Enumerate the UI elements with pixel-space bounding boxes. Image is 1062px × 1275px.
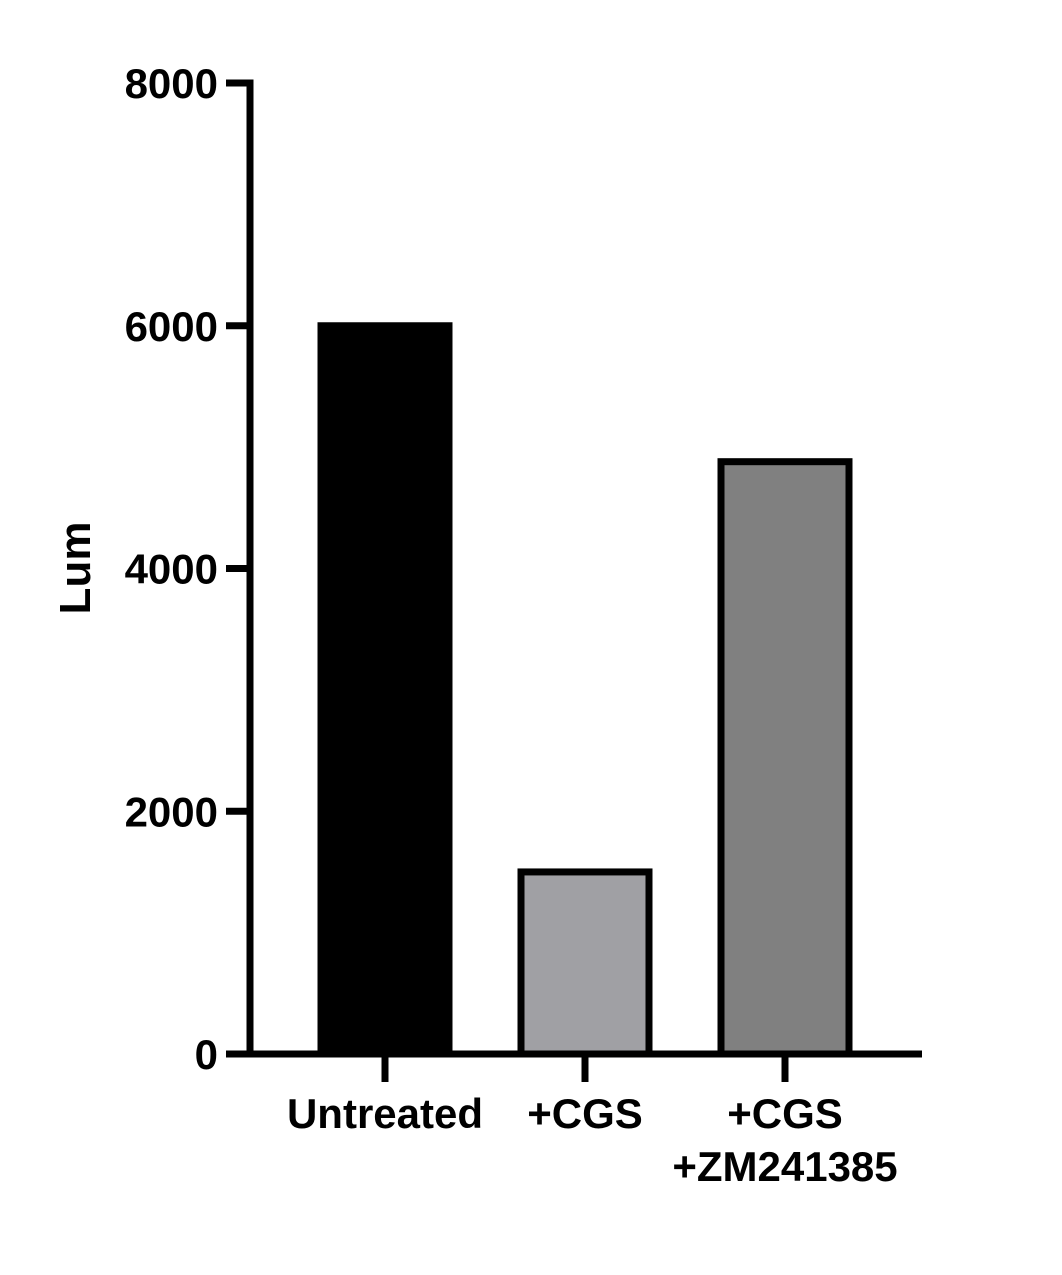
x-tick-label: +CGS: [727, 1090, 843, 1137]
x-tick-label: +ZM241385: [672, 1143, 897, 1190]
bar-0: [317, 322, 453, 1058]
x-ticks: Untreated +CGS +CGS +ZM241385: [287, 1054, 898, 1190]
y-tick-label: 0: [195, 1031, 218, 1078]
bar-2: [717, 458, 853, 1058]
x-tick-label: Untreated: [287, 1090, 483, 1137]
y-tick-label: 8000: [125, 60, 218, 107]
y-tick-label: 2000: [125, 788, 218, 835]
x-tick-label: +CGS: [527, 1090, 643, 1137]
y-axis-title: Lum: [51, 522, 100, 615]
bar-1: [517, 868, 653, 1058]
y-tick-label: 6000: [125, 303, 218, 350]
y-tick-label: 4000: [125, 546, 218, 593]
bars-layer: [317, 322, 853, 1058]
y-ticks: 0 2000 4000 6000 8000: [125, 60, 250, 1078]
